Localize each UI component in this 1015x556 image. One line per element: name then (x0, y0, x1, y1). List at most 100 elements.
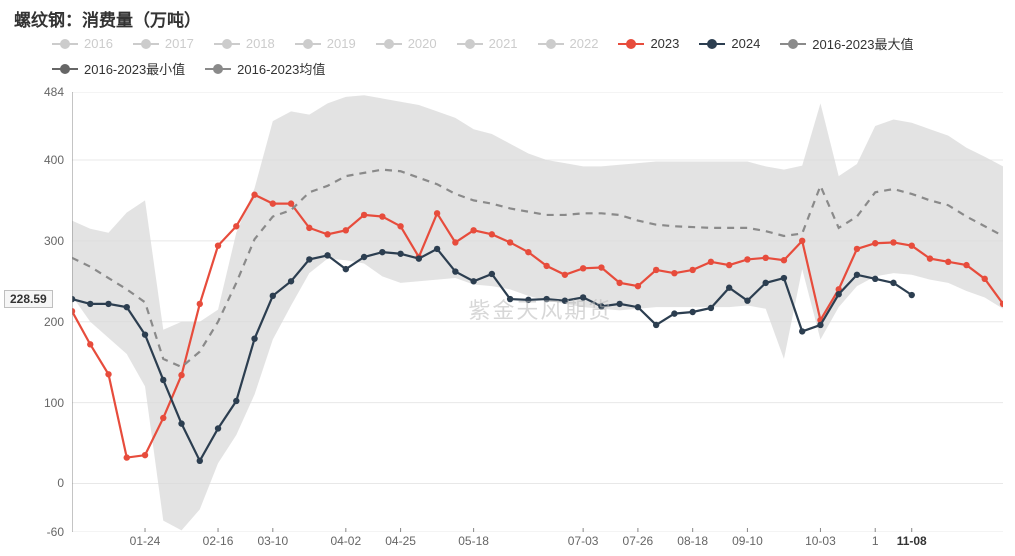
range-band (72, 95, 1003, 530)
series-point (197, 301, 203, 307)
series-point (361, 212, 367, 218)
legend-label: 2023 (650, 36, 679, 51)
legend-label: 2016 (84, 36, 113, 51)
legend-item-2018[interactable]: 2018 (214, 36, 275, 51)
x-tick-label: 01-24 (130, 534, 161, 548)
x-tick-label: 09-10 (732, 534, 763, 548)
y-tick-label: 200 (44, 315, 64, 329)
legend-label: 2016-2023最小值 (84, 59, 185, 78)
x-tick-label: 05-18 (458, 534, 489, 548)
chart-container: 螺纹钢：消费量（万吨） 2016201720182019202020212022… (0, 0, 1015, 556)
legend-label: 2017 (165, 36, 194, 51)
series-point (982, 276, 988, 282)
series-point (397, 223, 403, 229)
series-point (635, 304, 641, 310)
series-point (598, 264, 604, 270)
legend-item-2016-2023均值[interactable]: 2016-2023均值 (205, 59, 325, 78)
series-point (215, 242, 221, 248)
plot-area: 紫金天风期货 (72, 92, 1003, 532)
series-point (726, 285, 732, 291)
series-point (507, 239, 513, 245)
y-tick-label: 484 (44, 85, 64, 99)
legend-item-2022[interactable]: 2022 (538, 36, 599, 51)
series-point (671, 270, 677, 276)
x-tick-label: 07-26 (623, 534, 654, 548)
series-point (762, 280, 768, 286)
series-point (799, 238, 805, 244)
series-point (799, 328, 805, 334)
series-point (890, 239, 896, 245)
series-point (105, 301, 111, 307)
legend-label: 2018 (246, 36, 275, 51)
y-tick-label: 300 (44, 234, 64, 248)
series-point (543, 263, 549, 269)
series-point (178, 420, 184, 426)
legend-label: 2019 (327, 36, 356, 51)
series-point (927, 255, 933, 261)
series-point (306, 225, 312, 231)
series-point (580, 294, 586, 300)
legend-marker (295, 37, 321, 51)
x-tick-label: 1 (872, 534, 879, 548)
series-point (726, 262, 732, 268)
legend-item-2017[interactable]: 2017 (133, 36, 194, 51)
series-point (562, 297, 568, 303)
legend-marker (538, 37, 564, 51)
series-point (744, 256, 750, 262)
series-point (416, 255, 422, 261)
legend-item-2016[interactable]: 2016 (52, 36, 113, 51)
series-point (470, 227, 476, 233)
series-point (653, 267, 659, 273)
legend-item-2016-2023最大值[interactable]: 2016-2023最大值 (780, 34, 913, 53)
series-point (507, 296, 513, 302)
y-tick-label: 0 (57, 476, 64, 490)
series-point (762, 255, 768, 261)
series-point (452, 239, 458, 245)
series-point (324, 231, 330, 237)
series-point (708, 259, 714, 265)
series-point (215, 425, 221, 431)
series-point (890, 280, 896, 286)
legend-item-2020[interactable]: 2020 (376, 36, 437, 51)
series-point (142, 452, 148, 458)
series-point (909, 292, 915, 298)
series-point (197, 458, 203, 464)
series-point (909, 242, 915, 248)
series-point (817, 322, 823, 328)
legend-marker (699, 37, 725, 51)
legend-item-2024[interactable]: 2024 (699, 36, 760, 51)
series-point (324, 252, 330, 258)
series-point (288, 200, 294, 206)
series-point (854, 246, 860, 252)
series-point (142, 331, 148, 337)
series-point (434, 210, 440, 216)
series-point (452, 268, 458, 274)
legend-item-2023[interactable]: 2023 (618, 36, 679, 51)
legend-item-2021[interactable]: 2021 (457, 36, 518, 51)
series-point (251, 335, 257, 341)
series-point (343, 227, 349, 233)
x-tick-label: 08-18 (677, 534, 708, 548)
series-point (616, 280, 622, 286)
series-point (87, 341, 93, 347)
legend-marker (52, 62, 78, 76)
x-axis: 01-2402-1603-1004-0204-2505-1807-0307-26… (72, 534, 1003, 552)
series-point (379, 213, 385, 219)
legend-label: 2022 (570, 36, 599, 51)
legend: 2016 2017 2018 2019 2020 2021 2022 2023 2024 2016… (52, 34, 999, 84)
series-point (872, 240, 878, 246)
legend-item-2019[interactable]: 2019 (295, 36, 356, 51)
series-point (616, 301, 622, 307)
series-point (543, 296, 549, 302)
x-tick-label: 04-02 (330, 534, 361, 548)
series-point (160, 415, 166, 421)
legend-item-2016-2023最小值[interactable]: 2016-2023最小值 (52, 59, 185, 78)
legend-marker (133, 37, 159, 51)
series-point (525, 249, 531, 255)
legend-label: 2021 (489, 36, 518, 51)
x-tick-label: 10-03 (805, 534, 836, 548)
series-point (178, 372, 184, 378)
series-point (233, 223, 239, 229)
series-point (525, 297, 531, 303)
legend-marker (618, 37, 644, 51)
